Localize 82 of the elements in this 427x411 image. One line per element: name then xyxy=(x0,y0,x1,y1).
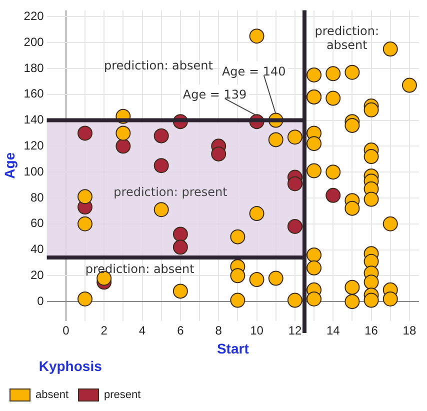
point xyxy=(268,132,284,148)
point xyxy=(306,291,322,306)
y-tick-label: 120 xyxy=(24,138,44,152)
point xyxy=(326,188,341,203)
point xyxy=(306,136,322,152)
annotation: prediction: absent xyxy=(85,262,195,276)
point xyxy=(154,202,169,218)
point xyxy=(287,218,302,234)
y-tick-label: 160 xyxy=(24,86,44,101)
point xyxy=(77,126,92,141)
point xyxy=(287,292,302,308)
point xyxy=(77,216,92,232)
point xyxy=(344,280,360,295)
point xyxy=(154,158,169,174)
point xyxy=(230,229,246,244)
point xyxy=(268,270,284,286)
x-tick-label: 0 xyxy=(62,324,70,338)
y-tick-label: 80 xyxy=(30,190,44,204)
point xyxy=(326,90,341,106)
y-tick-label: 40 xyxy=(30,242,44,256)
point xyxy=(382,291,398,306)
x-tick-label: 2 xyxy=(100,324,108,338)
y-tick-label: 0 xyxy=(37,294,44,308)
point xyxy=(230,292,246,308)
point xyxy=(402,78,417,93)
x-tick-label: 6 xyxy=(177,324,184,338)
annotation: Age = 140 xyxy=(222,64,286,78)
x-tick-label: 12 xyxy=(288,324,302,338)
point xyxy=(364,149,379,164)
point xyxy=(364,274,379,290)
y-tick-label: 60 xyxy=(30,216,44,230)
y-axis-title: Age xyxy=(1,152,18,179)
point xyxy=(306,260,322,276)
x-tick-label: 4 xyxy=(138,324,146,338)
point xyxy=(230,268,246,284)
point xyxy=(249,272,264,288)
band-label: prediction: present xyxy=(114,185,228,200)
point xyxy=(287,176,302,192)
x-tick-label: 14 xyxy=(326,324,340,338)
point xyxy=(344,200,360,216)
x-tick-label: 16 xyxy=(364,324,378,338)
annotation: prediction: absent xyxy=(104,58,214,72)
y-tick-label: 220 xyxy=(24,8,44,23)
point xyxy=(77,291,92,306)
point xyxy=(116,138,131,154)
y-tick-label: 200 xyxy=(24,34,44,49)
point xyxy=(172,240,188,255)
point xyxy=(287,130,302,145)
point xyxy=(306,247,322,262)
point xyxy=(249,206,264,222)
legend-label: present xyxy=(104,389,141,402)
point xyxy=(364,292,379,308)
point xyxy=(344,294,360,310)
y-tick-label: 20 xyxy=(30,268,44,282)
point xyxy=(326,164,341,180)
annotation: prediction: absent xyxy=(314,24,380,52)
legend-label: absent xyxy=(36,389,69,402)
point xyxy=(306,67,322,82)
x-axis-title: Start xyxy=(216,340,250,357)
point xyxy=(172,284,188,299)
y-tick-label: 100 xyxy=(24,164,44,178)
y-tick-label: 140 xyxy=(24,112,44,127)
annotation: Age = 139 xyxy=(182,88,247,102)
x-tick-label: 10 xyxy=(250,324,264,338)
point xyxy=(172,226,188,242)
point xyxy=(382,216,398,232)
x-tick-label: 18 xyxy=(402,324,416,338)
point xyxy=(154,128,169,144)
point xyxy=(116,126,131,141)
point xyxy=(211,146,226,162)
point xyxy=(344,64,360,80)
point xyxy=(77,189,92,204)
x-tick-label: 8 xyxy=(215,324,222,338)
point xyxy=(306,163,322,178)
y-tick-label: 180 xyxy=(24,60,44,75)
point xyxy=(382,42,398,57)
point xyxy=(344,118,360,133)
point xyxy=(326,66,341,82)
legend-title: Kyphosis xyxy=(38,358,102,374)
point xyxy=(364,102,379,118)
point xyxy=(364,192,379,207)
point xyxy=(249,28,264,44)
